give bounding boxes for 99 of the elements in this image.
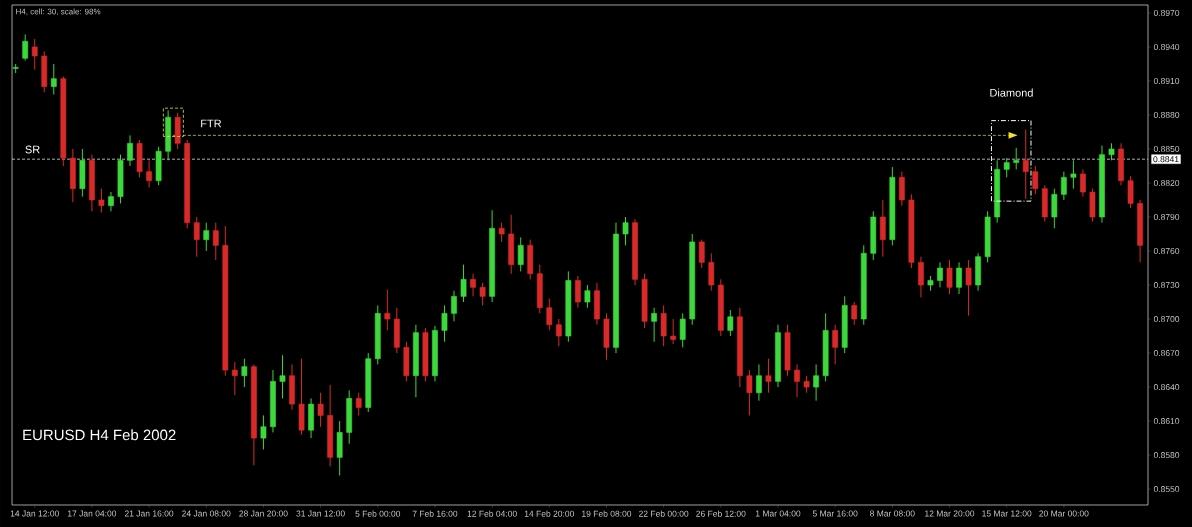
candlestick bbox=[479, 282, 486, 306]
x-tick-label: 7 Feb 16:00 bbox=[412, 510, 458, 517]
candlestick bbox=[765, 358, 772, 394]
x-tick-label: 21 Jan 16:00 bbox=[124, 510, 174, 517]
candlestick bbox=[1003, 157, 1010, 178]
candlestick bbox=[241, 358, 248, 388]
candlestick bbox=[813, 363, 819, 402]
candlestick bbox=[470, 273, 476, 297]
candlestick bbox=[851, 301, 858, 326]
y-tick-label: 0.8880 bbox=[1153, 111, 1180, 118]
x-tick-label: 19 Feb 08:00 bbox=[582, 510, 632, 517]
candlestick bbox=[708, 252, 715, 292]
annotation: H4, cell: 30, scale: 98% bbox=[16, 8, 101, 16]
candlestick bbox=[746, 369, 753, 416]
candlestick bbox=[879, 199, 886, 258]
candlestick bbox=[918, 256, 924, 299]
y-tick-label: 0.8910 bbox=[1153, 77, 1180, 84]
y-tick-label: 0.8850 bbox=[1153, 145, 1180, 152]
candlestick bbox=[546, 298, 553, 331]
x-tick-label: 8 Mar 08:00 bbox=[870, 510, 915, 517]
candlestick bbox=[794, 363, 800, 398]
x-tick-label: 17 Jan 04:00 bbox=[67, 510, 117, 517]
text: EURUSD H4 Feb 2002 bbox=[23, 429, 176, 441]
x-tick-label: 14 Feb 20:00 bbox=[524, 510, 574, 517]
y-tick-label: 0.8730 bbox=[1153, 282, 1180, 289]
y-tick-label: 0.8580 bbox=[1153, 452, 1180, 459]
x-tick-label: 31 Jan 12:00 bbox=[296, 510, 345, 517]
x-tick-label: 5 Mar 16:00 bbox=[812, 510, 858, 517]
candlestick bbox=[946, 259, 953, 295]
candlestick bbox=[1032, 165, 1039, 195]
candlestick bbox=[1080, 168, 1086, 198]
text: 0.8841 bbox=[1153, 156, 1179, 163]
candlestick bbox=[441, 304, 448, 343]
candlestick bbox=[622, 216, 629, 246]
y-tick-label: 0.8760 bbox=[1153, 248, 1180, 255]
candlestick bbox=[384, 289, 391, 331]
x-tick-label: 28 Jan 20:00 bbox=[239, 510, 288, 517]
candlestick bbox=[50, 63, 57, 96]
x-tick-label: 12 Mar 20:00 bbox=[925, 510, 975, 517]
candlestick bbox=[31, 38, 38, 71]
candlestick bbox=[832, 324, 839, 365]
candlestick bbox=[355, 392, 362, 416]
candlestick bbox=[517, 236, 524, 272]
candlestick bbox=[193, 216, 200, 258]
candlestick bbox=[231, 361, 238, 396]
candlestick bbox=[965, 259, 972, 317]
candlestick bbox=[956, 261, 962, 295]
candlestick bbox=[260, 414, 267, 450]
annotation: Diamond bbox=[990, 88, 1033, 97]
y-tick-label: 0.8700 bbox=[1153, 316, 1180, 323]
candlestick bbox=[279, 354, 286, 399]
x-tick-label: 20 Mar 00:00 bbox=[1039, 510, 1089, 517]
candlestick bbox=[451, 290, 457, 322]
x-tick-label: 5 Feb 00:00 bbox=[355, 510, 401, 517]
x-tick-label: 15 Mar 12:00 bbox=[982, 510, 1032, 517]
candlestick bbox=[108, 191, 114, 212]
candlestick bbox=[679, 312, 686, 348]
candlestick bbox=[1013, 147, 1020, 170]
ref-line-label: SR bbox=[25, 145, 40, 154]
candlestick bbox=[899, 171, 905, 207]
candlestick bbox=[1127, 175, 1134, 209]
candlestick bbox=[127, 134, 133, 167]
candlestick bbox=[460, 264, 467, 303]
y-tick-label: 0.8670 bbox=[1153, 350, 1180, 357]
candlestick bbox=[212, 222, 219, 261]
candlestick bbox=[555, 318, 562, 347]
candlestick bbox=[660, 304, 667, 347]
y-tick-label: 0.8940 bbox=[1153, 43, 1180, 50]
candlestick bbox=[584, 284, 591, 309]
candlestick bbox=[98, 188, 105, 213]
candlestick bbox=[1060, 171, 1067, 201]
y-tick-label: 0.8640 bbox=[1153, 384, 1180, 391]
y-tick-label: 0.8790 bbox=[1153, 214, 1180, 221]
candlestick bbox=[317, 392, 324, 428]
y-tick-label: 0.8970 bbox=[1153, 9, 1180, 16]
ref-line-label: FTR bbox=[201, 119, 222, 128]
x-tick-label: 24 Jan 08:00 bbox=[182, 510, 231, 517]
candlestick bbox=[727, 309, 734, 337]
candlestick bbox=[937, 261, 943, 288]
x-tick-label: 26 Feb 12:00 bbox=[696, 510, 746, 517]
candlestick bbox=[22, 33, 29, 62]
y-tick-label: 0.8610 bbox=[1153, 418, 1180, 425]
x-tick-label: 12 Feb 04:00 bbox=[467, 510, 517, 517]
candlestick bbox=[498, 222, 505, 243]
x-tick-label: 14 Jan 12:00 bbox=[10, 510, 59, 517]
candlestick bbox=[146, 159, 152, 189]
candlestick bbox=[756, 363, 762, 402]
x-tick-label: 1 Mar 04:00 bbox=[755, 510, 801, 517]
candlestick bbox=[203, 222, 210, 252]
x-tick-label: 22 Feb 00:00 bbox=[639, 510, 689, 517]
y-tick-label: 0.8820 bbox=[1153, 179, 1180, 186]
candlestick bbox=[1051, 188, 1058, 229]
y-tick-label: 0.8550 bbox=[1153, 486, 1180, 493]
candlestick bbox=[670, 318, 677, 345]
candlestick bbox=[1070, 159, 1077, 190]
candlestick bbox=[651, 307, 657, 343]
candlestick bbox=[698, 239, 705, 269]
candlestick bbox=[1022, 129, 1029, 200]
candlestick bbox=[575, 275, 581, 309]
